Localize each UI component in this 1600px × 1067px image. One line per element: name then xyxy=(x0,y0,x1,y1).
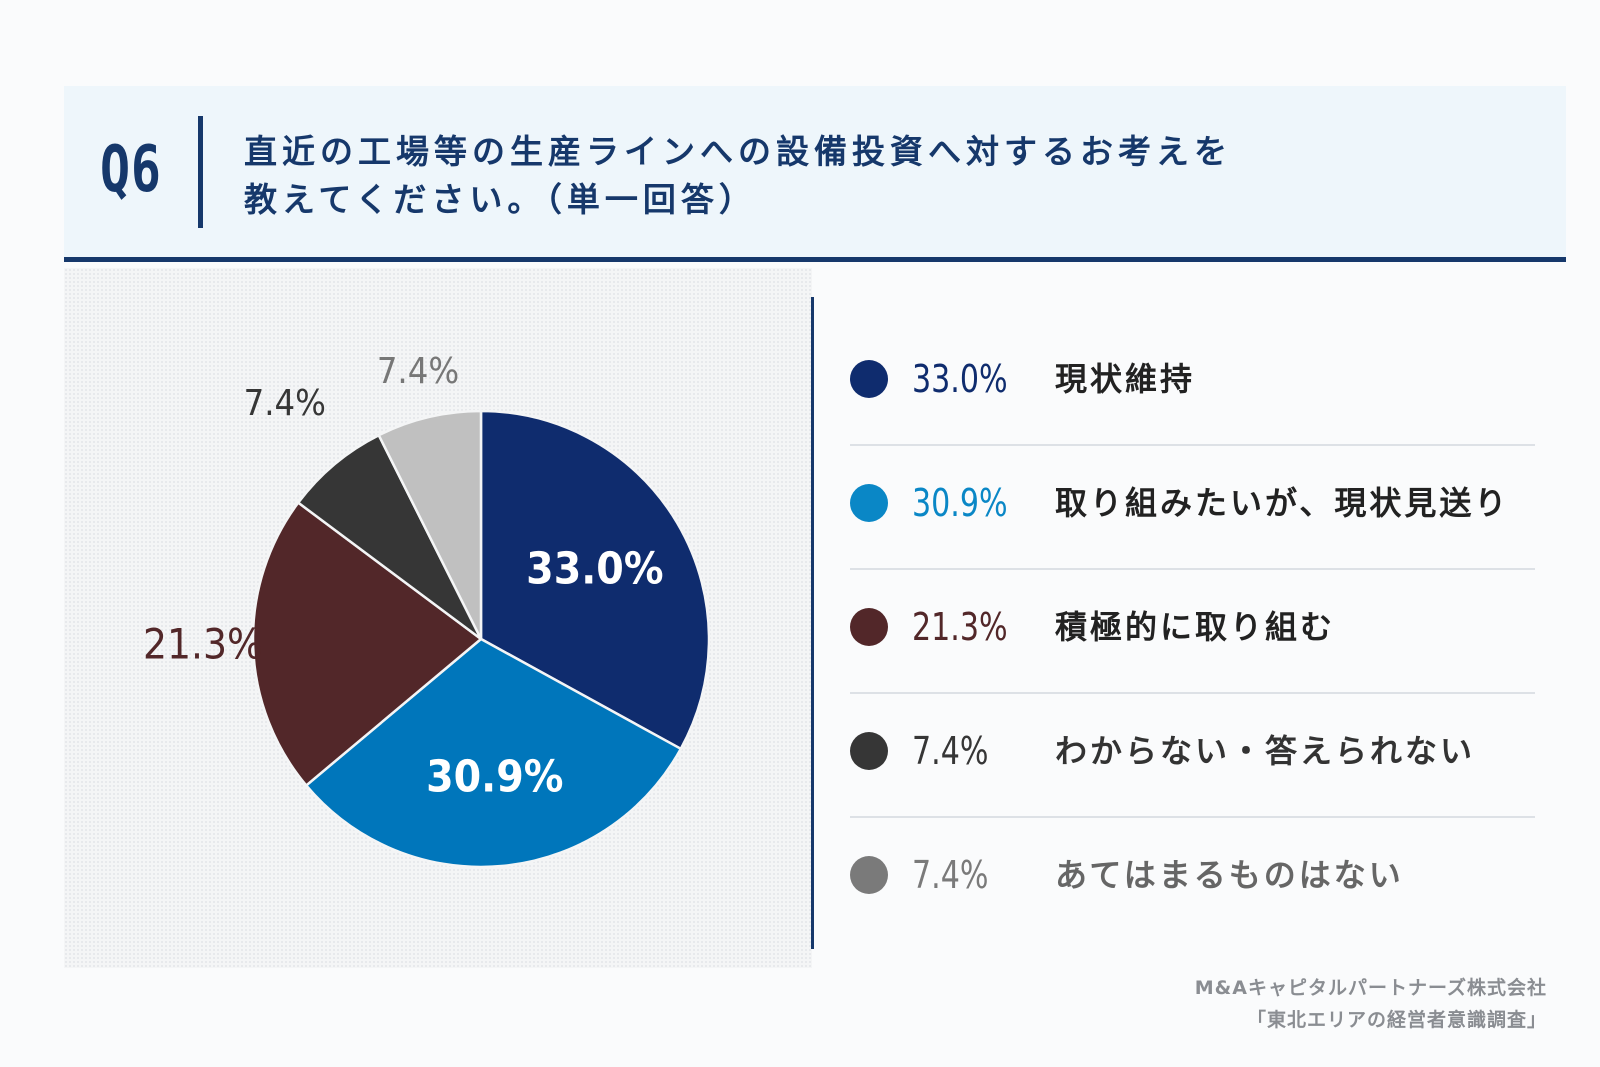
legend-label: 取り組みたいが、現状見送り xyxy=(1055,484,1510,522)
legend-item-2: 30.9% 取り組みたいが、現状見送り xyxy=(850,446,1535,570)
pie-label-2: 30.9% xyxy=(426,752,563,803)
legend-label: 現状維持 xyxy=(1055,360,1196,398)
legend-label: あてはまるものはない xyxy=(1055,856,1404,894)
question-header: Q6 直近の工場等の生産ラインへの設備投資へ対するお考えを 教えてください。（単… xyxy=(64,86,1566,262)
pie-slice-1 xyxy=(479,409,711,751)
pie-label-4: 7.4% xyxy=(244,383,326,424)
question-text: 直近の工場等の生産ラインへの設備投資へ対するお考えを 教えてください。（単一回答… xyxy=(244,128,1494,224)
source-company: M&Aキャピタルパートナーズ株式会社 xyxy=(1194,977,1547,999)
legend-dot xyxy=(850,360,888,398)
pie-label-5: 7.4% xyxy=(377,351,459,392)
legend-item-4: 7.4% わからない・答えられない xyxy=(850,694,1535,818)
legend-dot xyxy=(850,608,888,646)
legend-percent: 33.0% xyxy=(912,357,1008,401)
pie-label-3: 21.3% xyxy=(143,619,263,668)
legend-dot xyxy=(850,732,888,770)
question-line-1: 直近の工場等の生産ラインへの設備投資へ対するお考えを xyxy=(244,132,1232,171)
source-footer: M&Aキャピタルパートナーズ株式会社 「東北エリアの経営者意識調査」 xyxy=(1195,972,1547,1036)
pie-slice-3 xyxy=(251,500,484,788)
legend-item-1: 33.0% 現状維持 xyxy=(850,322,1535,446)
chart-panel: 33.0% 30.9% 21.3% 7.4% 7.4% xyxy=(64,268,812,968)
pie-label-1: 33.0% xyxy=(526,544,663,595)
question-line-2: 教えてください。（単一回答） xyxy=(244,180,757,219)
pie-chart: 33.0% 30.9% 21.3% 7.4% 7.4% xyxy=(143,351,711,869)
legend-percent: 7.4% xyxy=(912,729,989,773)
chart-legend-divider xyxy=(811,297,814,949)
pie-slice-2 xyxy=(304,637,683,869)
header-divider xyxy=(198,116,203,228)
legend: 33.0% 現状維持 30.9% 取り組みたいが、現状見送り 21.3% 積極的に取り組む… xyxy=(850,322,1535,942)
pie-slice-4 xyxy=(296,433,483,641)
legend-percent: 21.3% xyxy=(912,605,1008,649)
legend-label: 積極的に取り組む xyxy=(1055,608,1336,646)
legend-dot xyxy=(850,856,888,894)
legend-percent: 30.9% xyxy=(912,481,1008,525)
legend-percent: 7.4% xyxy=(912,853,989,897)
legend-dot xyxy=(850,484,888,522)
source-survey: 「東北エリアの経営者意識調査」 xyxy=(1246,1009,1547,1031)
question-number: Q6 xyxy=(100,133,162,207)
pie-slice-5 xyxy=(377,409,483,640)
legend-item-5: 7.4% あてはまるものはない xyxy=(850,818,1535,942)
legend-item-3: 21.3% 積極的に取り組む xyxy=(850,570,1535,694)
legend-label: わからない・答えられない xyxy=(1055,732,1476,770)
